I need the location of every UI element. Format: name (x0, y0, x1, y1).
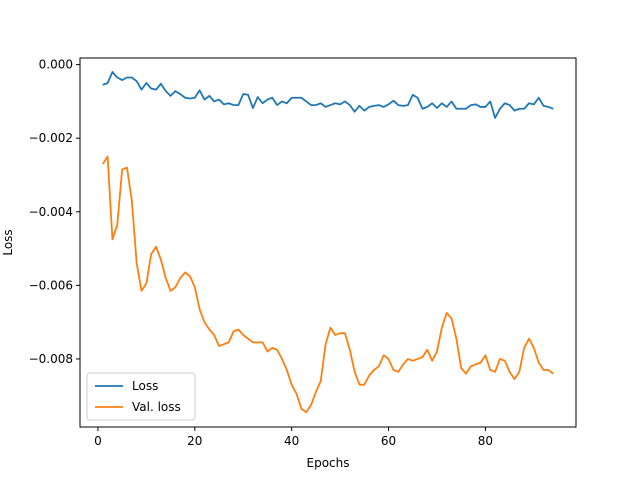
y-tick-label: −0.006 (29, 278, 73, 292)
plot-frame (79, 57, 577, 428)
x-tick-label: 40 (284, 434, 299, 448)
x-tick-label: 80 (478, 434, 493, 448)
legend-frame (86, 372, 196, 421)
x-tick-label: 0 (94, 434, 102, 448)
legend-label-loss: Loss (132, 379, 158, 393)
y-tick-label: −0.002 (29, 131, 73, 145)
x-axis-label: Epochs (307, 456, 350, 470)
x-tick-label: 20 (187, 434, 202, 448)
series-line-val-loss (102, 155, 554, 414)
legend: Loss Val. loss (86, 372, 196, 421)
y-axis-ticks: 0.000 −0.002 −0.004 −0.006 −0.008 (29, 58, 80, 366)
series-line-loss (102, 71, 554, 119)
y-axis-label: Loss (1, 229, 15, 255)
y-tick-label: −0.008 (29, 352, 73, 366)
x-axis-ticks: 0 20 40 60 80 (94, 427, 493, 448)
x-tick-label: 60 (381, 434, 396, 448)
y-tick-label: 0.000 (39, 58, 73, 72)
series-layer (102, 71, 554, 414)
plot-area (80, 58, 576, 427)
legend-label-val-loss: Val. loss (132, 400, 181, 414)
y-tick-label: −0.004 (29, 205, 73, 219)
